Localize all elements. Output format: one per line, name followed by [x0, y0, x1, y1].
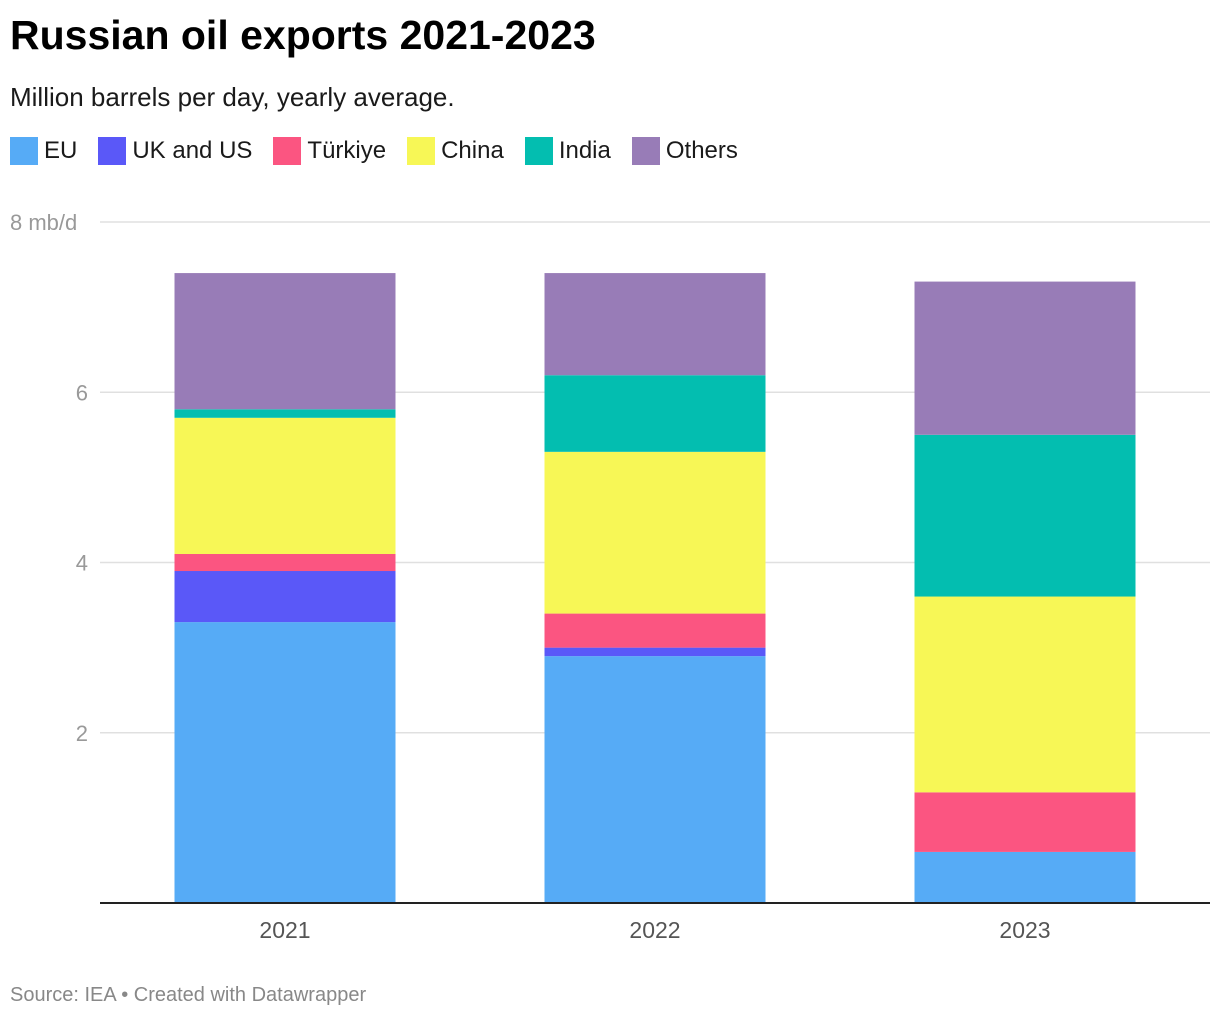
- x-tick-label: 2022: [629, 917, 680, 943]
- bar-segment-eu-2021: [174, 622, 396, 903]
- y-tick-label: 4: [76, 551, 88, 576]
- bar-segment-eu-2023: [914, 851, 1136, 903]
- legend-swatch-others: [631, 137, 660, 165]
- legend-swatch-india: [524, 137, 553, 165]
- legend-label-eu: EU: [44, 137, 78, 164]
- bar-segment-china-2023: [914, 596, 1136, 793]
- footer: Source: IEA • Created with Datawrapper: [10, 984, 366, 1007]
- bar-segment-others-2021: [174, 273, 396, 410]
- bar-segment-eu-2022: [544, 656, 766, 903]
- bar-segment-china-2022: [544, 451, 766, 614]
- bar-segment-t-rkiye-2021: [174, 553, 396, 572]
- legend-swatch-uk-and-us: [98, 137, 127, 165]
- legend-swatch-eu: [10, 137, 38, 165]
- credit-note: Created with Datawrapper: [133, 984, 367, 1006]
- source-note: Source: IEA: [10, 984, 116, 1006]
- x-tick-label: 2023: [999, 917, 1050, 943]
- bar-segment-t-rkiye-2022: [544, 613, 766, 648]
- legend-swatch-china: [407, 137, 436, 165]
- bar-segment-uk-and-us-2022: [544, 647, 766, 657]
- y-tick-label: 6: [76, 380, 88, 405]
- legend-item-india: India: [524, 137, 611, 165]
- legend-item-t-rkiye: Türkiye: [273, 137, 386, 165]
- bar-segment-t-rkiye-2023: [914, 792, 1136, 852]
- bar-segment-others-2023: [914, 281, 1136, 435]
- legend-item-others: Others: [631, 137, 738, 165]
- legend-item-uk-and-us: UK and US: [98, 137, 252, 165]
- legend-label-uk-and-us: UK and US: [132, 137, 253, 164]
- legend-label-t-rkiye: Türkiye: [307, 137, 387, 164]
- bar-segment-others-2022: [544, 273, 766, 376]
- y-tick-label: 2: [76, 721, 88, 746]
- chart-title: Russian oil exports 2021-2023: [10, 12, 596, 58]
- chart-subtitle: Million barrels per day, yearly average.: [10, 82, 455, 112]
- bar-segment-india-2023: [914, 434, 1136, 597]
- x-tick-label: 2021: [259, 917, 310, 943]
- bar-segment-china-2021: [174, 417, 396, 554]
- legend: EU UK and US Türkiye China India Others: [10, 134, 759, 168]
- y-tick-label: 8 mb/d: [10, 210, 77, 235]
- bar-segment-uk-and-us-2021: [174, 571, 396, 623]
- legend-item-eu: EU: [10, 137, 77, 165]
- legend-label-china: China: [441, 137, 504, 164]
- bar-segment-india-2022: [544, 375, 766, 452]
- footer-separator: •: [121, 984, 129, 1006]
- legend-label-others: Others: [665, 137, 738, 164]
- legend-label-india: India: [558, 137, 611, 164]
- legend-item-china: China: [407, 137, 504, 165]
- legend-swatch-t-rkiye: [273, 137, 302, 165]
- bar-segment-india-2021: [174, 409, 396, 418]
- stacked-bar-chart: 2 4 6 8 mb/d 2021 2022 2023: [10, 210, 1210, 943]
